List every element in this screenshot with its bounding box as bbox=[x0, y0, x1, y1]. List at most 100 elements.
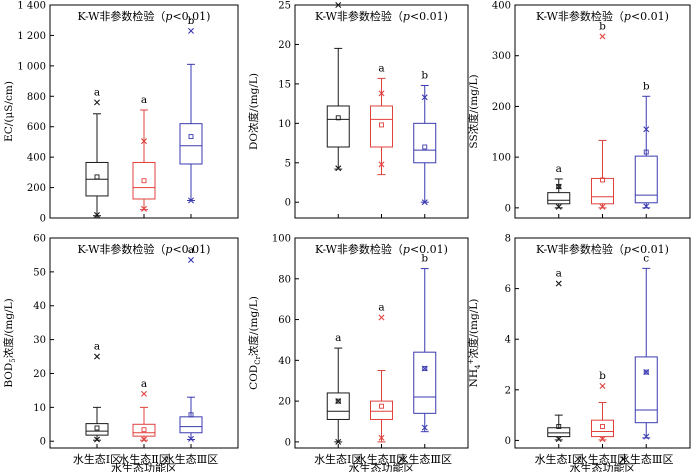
box-zone-2: a bbox=[370, 302, 393, 443]
outlier-min-marker bbox=[378, 161, 385, 168]
box-zone-2: a bbox=[132, 378, 156, 443]
y-tick-label: 300 bbox=[492, 51, 511, 62]
mean-marker bbox=[141, 178, 147, 184]
outlier-max-marker bbox=[421, 365, 428, 372]
y-tick-label: 200 bbox=[492, 102, 511, 113]
mean-marker bbox=[422, 144, 428, 150]
x-tick-label: 水生态Ⅰ区 bbox=[535, 452, 583, 466]
outlier-min-marker bbox=[141, 205, 147, 212]
outlier-min-marker bbox=[555, 203, 562, 210]
mean-marker bbox=[335, 115, 341, 121]
significance-letter: a bbox=[335, 332, 341, 344]
box-zone-2: a bbox=[370, 62, 393, 176]
mean-marker bbox=[141, 427, 147, 433]
outlier-min-marker bbox=[421, 424, 428, 431]
box-zone-3: b bbox=[634, 80, 658, 210]
significance-letter: a bbox=[378, 302, 384, 314]
box-iqr bbox=[547, 427, 571, 438]
chart-title: K-W非参数检验（p<0.01) bbox=[78, 242, 211, 256]
outlier-min-marker bbox=[599, 203, 606, 210]
box-iqr bbox=[179, 123, 203, 165]
box-zone-2: b bbox=[591, 370, 614, 443]
outlier-max-marker bbox=[555, 183, 562, 190]
box-zone-1: a bbox=[547, 163, 571, 210]
chart-title: K-W非参数检验（p<0.01) bbox=[536, 242, 669, 256]
y-tick-label: 400 bbox=[492, 1, 511, 12]
outlier-min-marker bbox=[335, 165, 342, 172]
outlier-min-marker bbox=[643, 203, 650, 210]
mean-marker bbox=[94, 425, 100, 431]
mean-marker bbox=[422, 366, 428, 371]
y-tick-label: 40 bbox=[278, 356, 291, 367]
mean-marker bbox=[335, 398, 341, 404]
box-zone-1: a bbox=[85, 341, 109, 443]
y-tick-label: 2 bbox=[505, 385, 511, 396]
mean-marker bbox=[643, 149, 649, 155]
box-iqr bbox=[591, 177, 614, 205]
outlier-max-marker bbox=[599, 33, 606, 40]
y-tick-label: 10 bbox=[33, 403, 46, 414]
mean-marker bbox=[600, 424, 605, 429]
outlier-min-marker bbox=[335, 438, 342, 445]
y-tick-label: 4 bbox=[505, 335, 511, 346]
box-zone-1: a bbox=[85, 86, 109, 218]
chart-title: K-W非参数检验（p<0.01) bbox=[78, 9, 211, 23]
x-axis-label: 水生态功能区 bbox=[570, 461, 636, 472]
outlier-max-marker bbox=[94, 353, 100, 360]
x-axis-label: 水生态功能区 bbox=[349, 461, 415, 472]
outlier-min-marker bbox=[555, 436, 562, 443]
x-tick-label: 水生态Ⅱ区 bbox=[356, 452, 407, 466]
y-tick-label: 20 bbox=[278, 40, 291, 51]
x-tick-label: 水生态Ⅲ区 bbox=[619, 452, 674, 466]
x-axis-label: 水生态功能区 bbox=[111, 461, 177, 472]
y-tick-label: 0 bbox=[40, 437, 46, 448]
y-axis-label: NH4+浓度/(mg/L) bbox=[467, 299, 482, 388]
outlier-max-marker bbox=[94, 99, 100, 106]
box-zone-1: a bbox=[547, 268, 571, 443]
y-tick-label: 6 bbox=[505, 284, 511, 295]
box-iqr bbox=[132, 423, 156, 437]
box-zone-1: a bbox=[326, 332, 350, 445]
significance-letter: b bbox=[599, 370, 606, 382]
significance-letter: a bbox=[378, 62, 384, 74]
chart-title: K-W非参数检验（p<0.01) bbox=[315, 242, 448, 256]
outlier-max-marker bbox=[378, 90, 385, 97]
outlier-min-marker bbox=[188, 435, 194, 442]
mean-marker bbox=[600, 177, 605, 183]
box-iqr bbox=[326, 105, 350, 148]
outlier-min-marker bbox=[378, 434, 385, 441]
box-iqr bbox=[413, 351, 437, 414]
mean-marker bbox=[556, 424, 562, 429]
y-tick-label: 10 bbox=[278, 119, 291, 130]
y-axis-label: SS浓度/(mg/L) bbox=[467, 74, 480, 148]
y-tick-label: 20 bbox=[278, 397, 291, 408]
outlier-min-marker bbox=[141, 436, 147, 443]
box-zone-3: c bbox=[634, 252, 658, 440]
y-tick-label: 1 400 bbox=[17, 1, 46, 12]
outlier-min-marker bbox=[599, 436, 606, 443]
y-tick-label: 0 bbox=[40, 214, 46, 225]
mean-marker bbox=[188, 134, 194, 140]
panel-nh4: 02468NH4+浓度/(mg/L)K-W非参数检验（p<0.01)水生态Ⅰ区水… bbox=[467, 234, 691, 472]
x-tick-label: 水生态Ⅲ区 bbox=[397, 452, 452, 466]
box-zone-3: a bbox=[179, 244, 203, 442]
y-tick-label: 20 bbox=[33, 369, 46, 380]
panel-ec: 0 200 400 600 800 1 000 1 200 1 400 EC/(μS/cm) K-… bbox=[3, 1, 239, 225]
y-tick-label: 40 bbox=[33, 301, 46, 312]
y-tick-label: 1 200 bbox=[17, 31, 46, 42]
box-zone-2: b bbox=[591, 20, 614, 210]
panel-cod: 0 20 40 60 80 100 CODCr浓度/(mg/L) K-W非参数检验（p<0.0… bbox=[247, 234, 469, 472]
box-iqr bbox=[132, 161, 156, 200]
mean-marker bbox=[188, 412, 194, 418]
significance-letter: b bbox=[599, 20, 606, 32]
y-tick-label: 8 bbox=[505, 234, 511, 245]
box-zone-3: b bbox=[413, 253, 437, 433]
outlier-max-marker bbox=[643, 126, 650, 133]
significance-letter: a bbox=[94, 341, 100, 353]
box-iqr bbox=[634, 155, 658, 204]
y-tick-label: 5 bbox=[285, 158, 291, 169]
y-tick-label: 600 bbox=[27, 122, 46, 133]
outlier-min-marker bbox=[421, 199, 428, 206]
outlier-max-marker bbox=[141, 390, 147, 397]
